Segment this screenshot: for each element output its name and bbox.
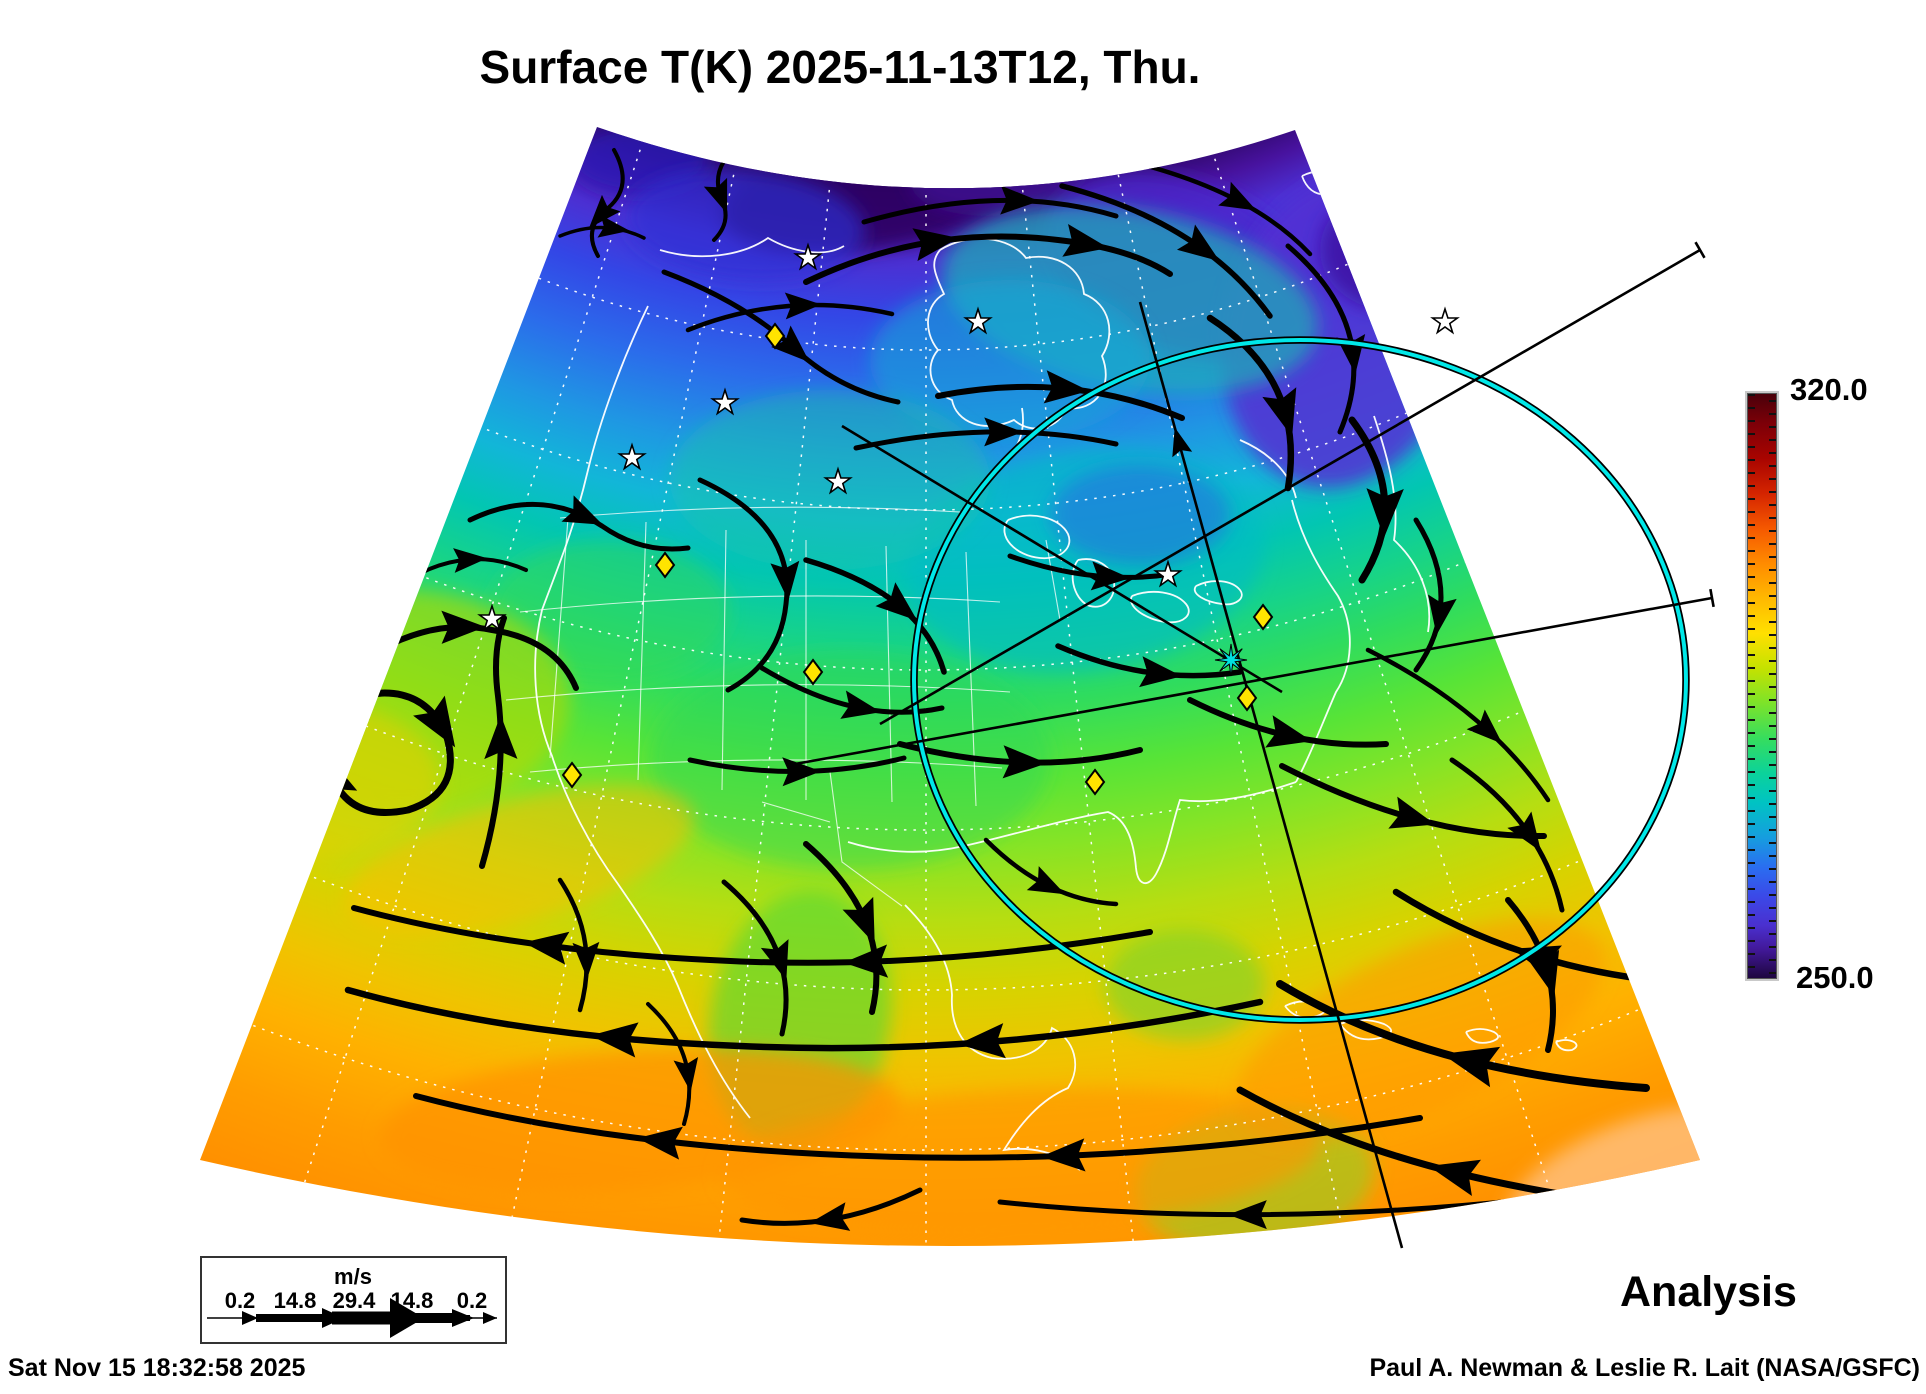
colorbar-ticks-right [1769,394,1776,978]
wind-speed-legend: m/s 0.2 14.8 29.4 14.8 0.2 [200,1256,507,1344]
wind-legend-value: 29.4 [332,1288,376,1313]
city-star-marker [710,387,740,416]
colorbar-max-label: 320.0 [1790,372,1868,407]
cross-section-lines [794,241,1715,1249]
station-diamond-marker [654,551,676,579]
station-diamond-marker [1084,768,1106,796]
wind-legend-value: 14.8 [273,1288,317,1313]
map-markers [477,242,1460,796]
site-star-marker [1214,643,1248,677]
page-title: Surface T(K) 2025-11-13T12, Thu. [479,41,1201,93]
city-star-marker [1153,559,1183,588]
creation-timestamp: Sat Nov 15 18:32:58 2025 [8,1354,306,1382]
city-star-marker [477,603,507,632]
station-diamond-marker [802,658,824,686]
station-diamond-marker [1252,603,1274,631]
station-diamond-marker [764,322,786,350]
wind-legend-units: m/s [334,1264,372,1289]
station-diamond-marker [1236,684,1258,712]
city-star-marker [617,442,647,471]
analysis-label: Analysis [1620,1268,1797,1316]
wind-legend-value: 0.2 [456,1288,488,1313]
city-star-marker [823,466,853,495]
city-star-marker [793,242,823,271]
credit-text: Paul A. Newman & Leslie R. Lait (NASA/GS… [1369,1354,1920,1382]
state-borders [505,506,1061,907]
range-ring [912,338,1688,1022]
wind-streamlines [321,140,1700,1231]
colorbar-min-label: 250.0 [1796,960,1874,995]
colorbar-ticks-left [1748,394,1755,978]
wind-legend-value: 0.2 [224,1288,256,1313]
city-star-marker [1430,306,1460,335]
temperature-colorbar [1747,393,1777,979]
city-star-marker [963,306,993,335]
station-diamond-marker [561,761,583,789]
wind-legend-value: 14.8 [390,1288,434,1313]
wind-legend-barb [207,1298,497,1338]
